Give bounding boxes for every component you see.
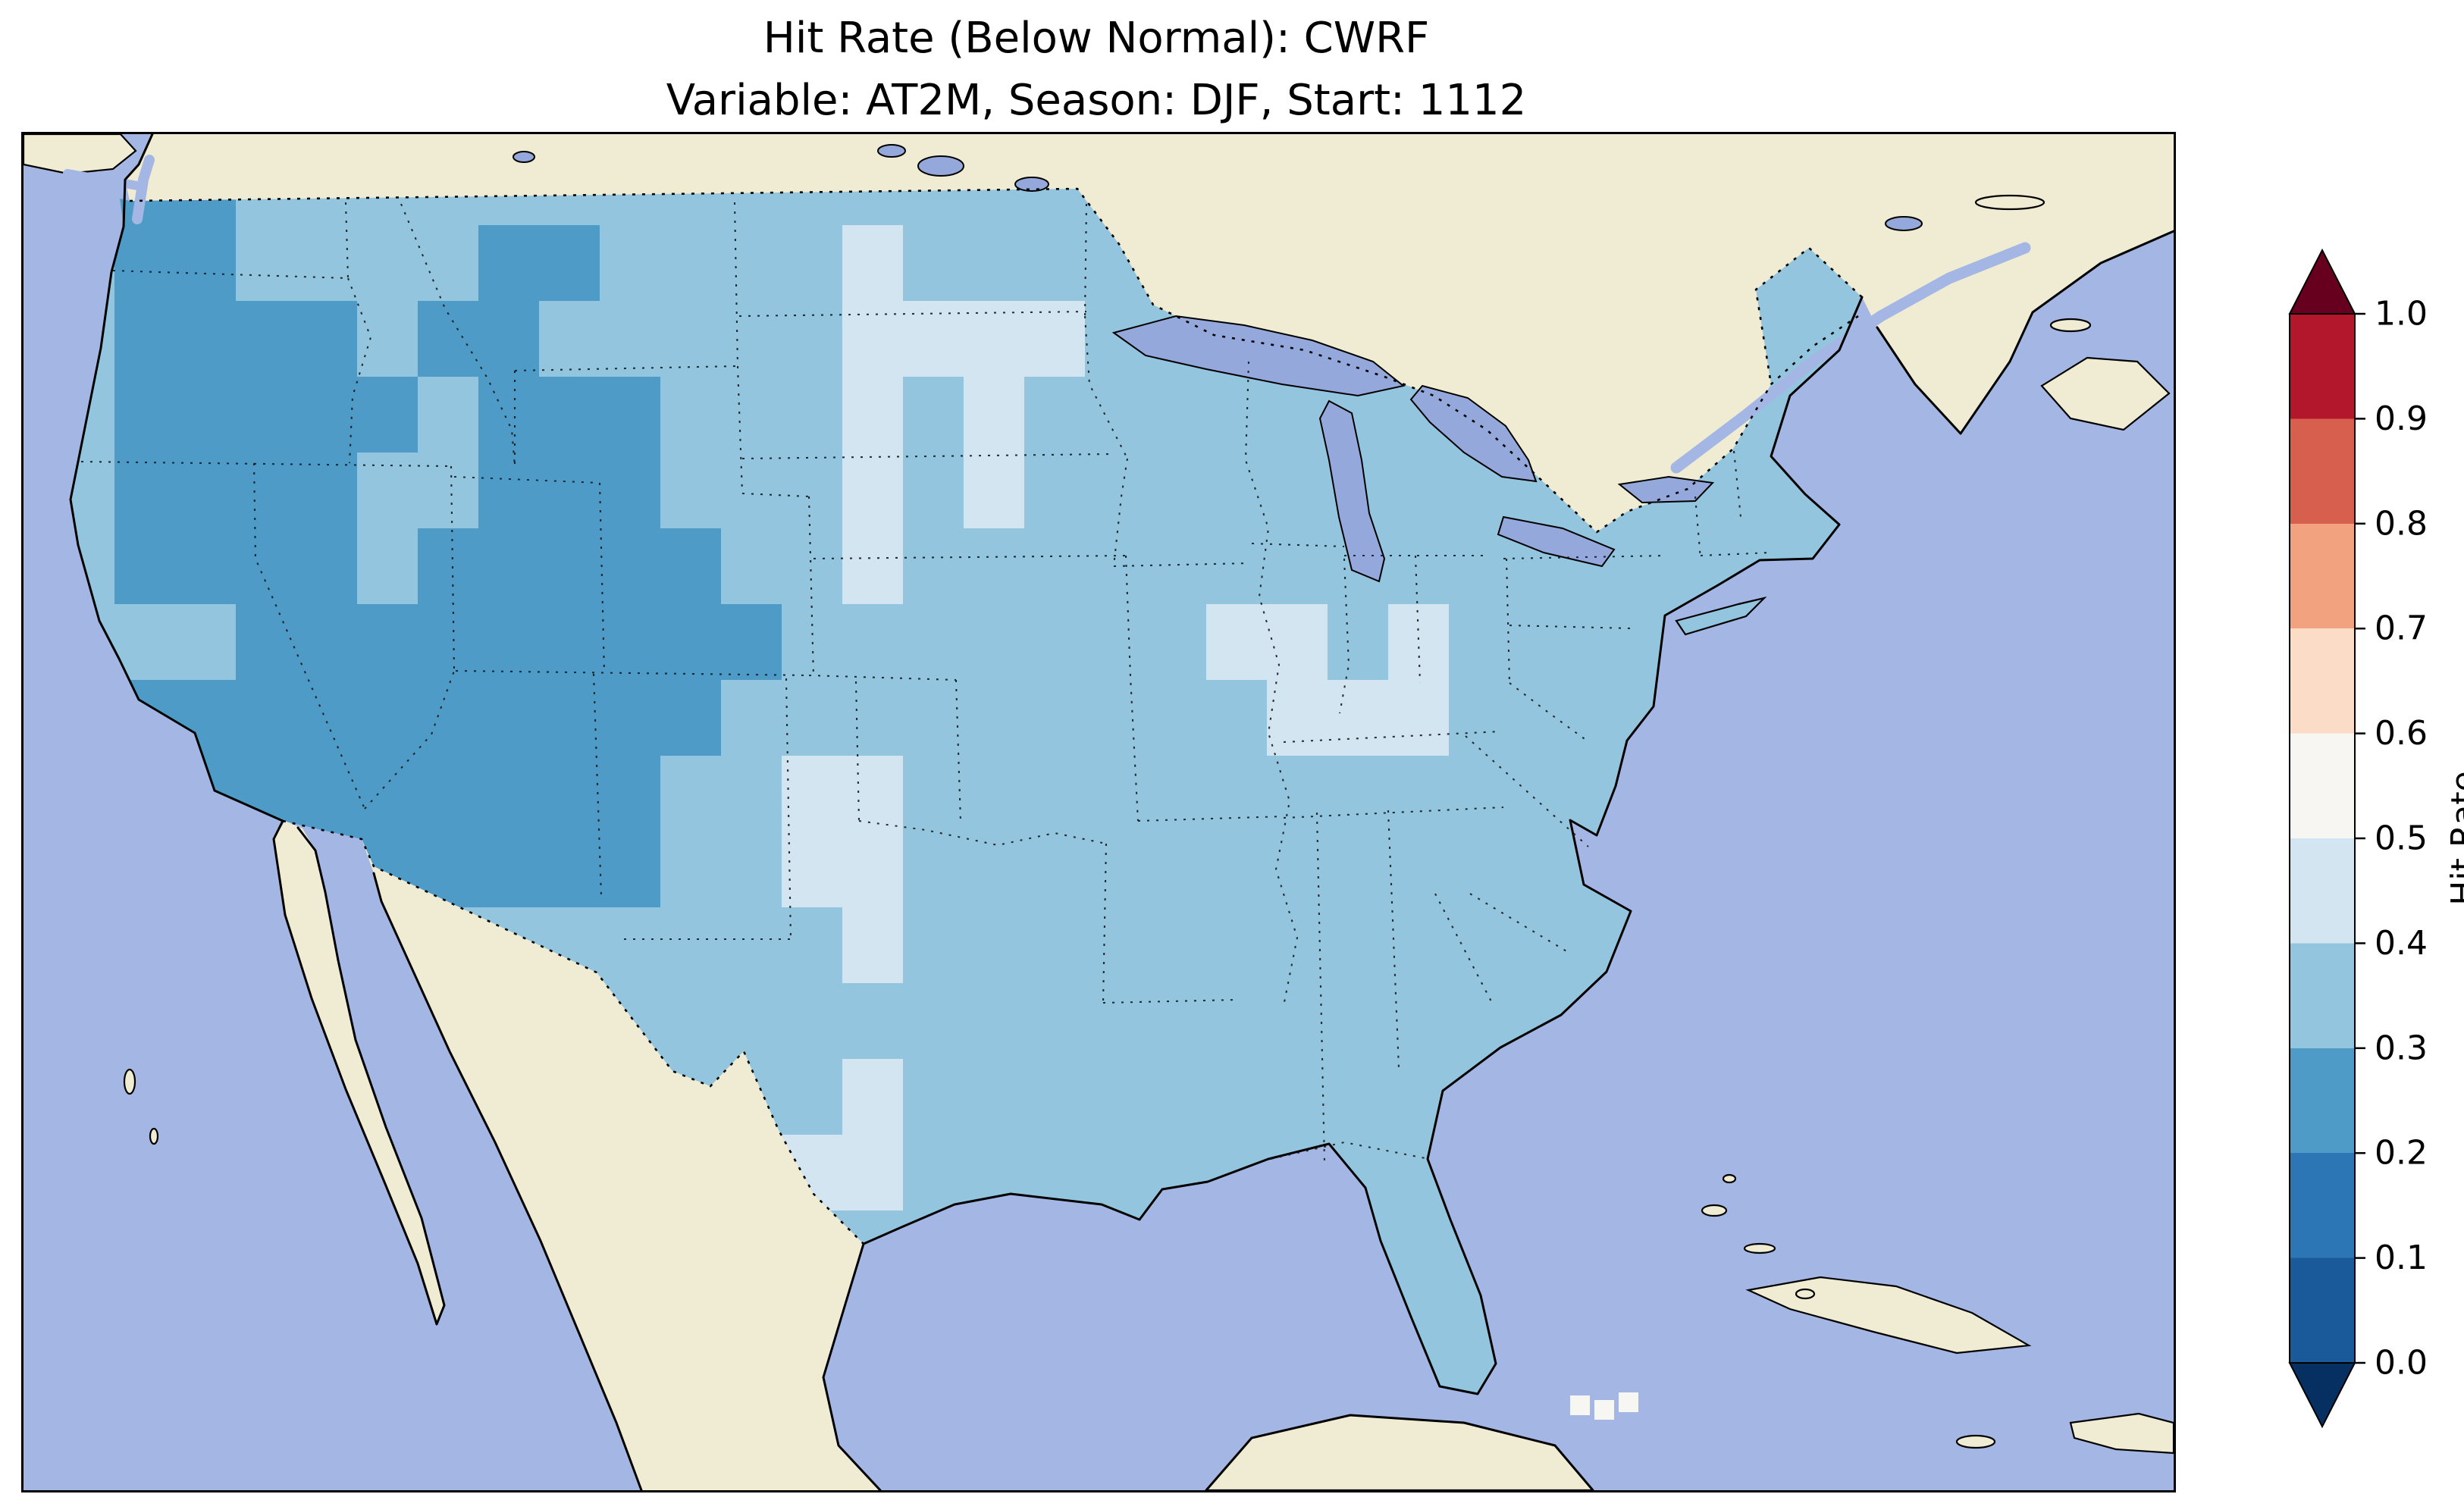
colorbar-tick-label: 0.7 (2375, 609, 2428, 648)
map-panel (21, 132, 2176, 1492)
jamaica (1955, 1434, 1996, 1449)
lake-superior (1111, 315, 1406, 397)
baja-california (274, 821, 444, 1324)
colorbar-tick-label: 0.3 (2375, 1029, 2428, 1067)
canadian-lakes (513, 144, 1923, 231)
country-borders (129, 187, 1863, 1245)
cuba (1745, 1276, 2032, 1355)
puget-sound (132, 155, 155, 224)
colorbar-segments (2290, 314, 2355, 1364)
colorbar-canvas: 1.0 0.9 0.8 0.7 0.6 0.5 0.4 0.3 0.2 0.1 0.0 Hit Ra… (2288, 248, 2464, 1429)
lake-huron (1409, 384, 1538, 483)
hispaniola (2069, 1412, 2174, 1455)
vancouver-island (24, 134, 137, 175)
colorbar-tick-label: 0.6 (2375, 714, 2428, 753)
south-florida-outlier-cells (1570, 1392, 1638, 1420)
lake-ontario (1617, 475, 1715, 504)
prince-edward-island (2049, 318, 2092, 333)
colorbar-over-arrow (2288, 248, 2356, 315)
bahamas-islands (1701, 1173, 1816, 1300)
anticosti-island (1974, 194, 2045, 211)
colorbar-ticks: 1.0 0.9 0.8 0.7 0.6 0.5 0.4 0.3 0.2 0.1 0.0 (2355, 295, 2428, 1383)
colorbar-tick-label: 0.1 (2375, 1239, 2428, 1277)
long-island (1675, 597, 1767, 636)
colorbar-tick-label: 0.2 (2375, 1134, 2428, 1173)
lake-michigan (1318, 399, 1386, 583)
colorbar-label: Hit Rate (2444, 771, 2464, 905)
baja-offshore-islands (123, 1068, 159, 1145)
lake-erie (1497, 515, 1616, 568)
state-borders (80, 202, 1771, 1163)
chart-subtitle: Variable: AT2M, Season: DJF, Start: 1112 (666, 76, 1527, 125)
colorbar-tick-label: 0.0 (2375, 1344, 2428, 1383)
colorbar-tick-label: 0.8 (2375, 504, 2428, 543)
canada-landmass (125, 134, 2174, 532)
st-lawrence-river (1670, 242, 2031, 474)
colorbar-tick-label: 0.9 (2375, 399, 2428, 438)
colorbar-under-arrow (2288, 1362, 2356, 1429)
nova-scotia (2040, 356, 2171, 431)
colorbar-tick-label: 1.0 (2375, 295, 2428, 334)
colorbar: 1.0 0.9 0.8 0.7 0.6 0.5 0.4 0.3 0.2 0.1 0.0 Hit Ra… (2284, 248, 2464, 1431)
mexico-landmass (362, 839, 880, 1490)
us-map-canvas (24, 134, 2174, 1490)
chart-title: Hit Rate (Below Normal): CWRF (763, 14, 1430, 63)
coastlines (69, 134, 2174, 1490)
colorbar-tick-label: 0.4 (2375, 924, 2428, 963)
colorbar-tick-label: 0.5 (2375, 819, 2428, 858)
title-block: Hit Rate (Below Normal): CWRF Variable: … (21, 8, 2171, 132)
